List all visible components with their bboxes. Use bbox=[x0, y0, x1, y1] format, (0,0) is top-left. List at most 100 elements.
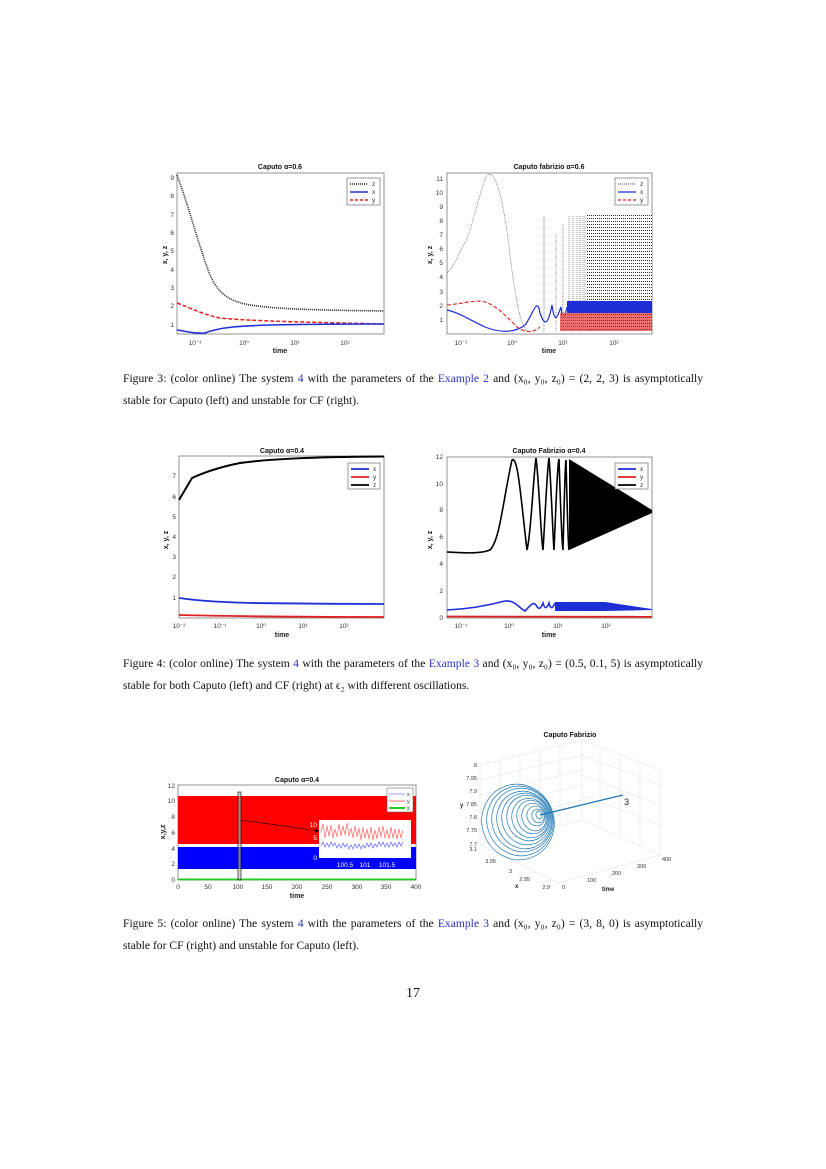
figure-4-caption: Figure 4: (color online) The system 4 wi… bbox=[123, 657, 703, 692]
example-ref-link[interactable]: Example 3 bbox=[437, 917, 489, 930]
y-axis-label: x, y, z bbox=[427, 245, 434, 264]
svg-text:3.05: 3.05 bbox=[485, 859, 496, 865]
svg-text:3: 3 bbox=[509, 869, 512, 875]
x-axis-label: time bbox=[290, 893, 305, 900]
figure-5-caption: Figure 5: (color online) The system 4 wi… bbox=[123, 917, 703, 952]
svg-text:150: 150 bbox=[262, 884, 273, 891]
svg-text:10¹: 10¹ bbox=[558, 340, 568, 347]
chart-title: Caputo α=0.4 bbox=[275, 777, 319, 784]
svg-text:1: 1 bbox=[172, 595, 176, 602]
svg-text:0: 0 bbox=[171, 877, 175, 884]
x-axis-label: time bbox=[542, 348, 557, 355]
svg-text:100.5: 100.5 bbox=[337, 862, 354, 869]
svg-text:6: 6 bbox=[439, 534, 443, 541]
svg-text:7: 7 bbox=[172, 473, 176, 480]
svg-text:8: 8 bbox=[474, 763, 477, 769]
svg-text:4: 4 bbox=[170, 267, 174, 274]
svg-text:7: 7 bbox=[170, 212, 174, 219]
svg-text:10¹: 10¹ bbox=[553, 623, 563, 630]
svg-text:11: 11 bbox=[436, 176, 443, 183]
svg-text:0: 0 bbox=[176, 884, 180, 891]
svg-text:7.95: 7.95 bbox=[466, 776, 477, 782]
svg-text:10: 10 bbox=[168, 798, 176, 805]
x-axis-label: x bbox=[515, 884, 519, 890]
svg-text:8: 8 bbox=[171, 814, 175, 821]
svg-text:200: 200 bbox=[612, 871, 621, 877]
svg-text:10²: 10² bbox=[340, 340, 350, 347]
svg-text:10⁻¹: 10⁻¹ bbox=[455, 340, 469, 347]
svg-text:50: 50 bbox=[204, 884, 212, 891]
svg-text:6: 6 bbox=[439, 246, 443, 253]
svg-text:0: 0 bbox=[439, 615, 443, 622]
svg-text:10⁻²: 10⁻² bbox=[173, 623, 187, 630]
example-ref-link[interactable]: Example 2 bbox=[437, 372, 489, 385]
figure-3-right-chart: Caputo fabrizio α=0.6 1 2 3 4 5 6 7 8 9 10 11 10⁻… bbox=[415, 155, 665, 355]
x-axis-label: time bbox=[275, 632, 290, 639]
svg-text:100: 100 bbox=[587, 878, 596, 884]
y-axis-label: y bbox=[460, 803, 464, 809]
svg-text:10: 10 bbox=[310, 822, 318, 829]
svg-text:10²: 10² bbox=[609, 340, 619, 347]
svg-text:7.75: 7.75 bbox=[466, 828, 477, 834]
chart-title: Caputo α=0.4 bbox=[260, 448, 304, 455]
figure-4-right-chart: Caputo Fabrizio α=0.4 0 2 4 6 8 10 12 10⁻¹ 10⁰… bbox=[415, 440, 665, 640]
system-ref-link[interactable]: 4 bbox=[297, 917, 304, 930]
svg-text:3.1: 3.1 bbox=[469, 847, 477, 853]
svg-text:12: 12 bbox=[436, 454, 444, 461]
svg-text:10⁰: 10⁰ bbox=[256, 623, 266, 630]
svg-text:2: 2 bbox=[439, 588, 443, 595]
svg-text:3: 3 bbox=[170, 285, 174, 292]
svg-text:10: 10 bbox=[436, 481, 444, 488]
svg-text:10: 10 bbox=[436, 190, 444, 197]
svg-text:8: 8 bbox=[439, 507, 443, 514]
svg-text:2: 2 bbox=[170, 303, 174, 310]
svg-text:x: x bbox=[373, 466, 377, 473]
y-axis-label: x,y,z bbox=[160, 824, 167, 839]
point-annotation: 3 bbox=[624, 797, 629, 807]
svg-text:z: z bbox=[407, 806, 410, 812]
svg-text:10⁰: 10⁰ bbox=[507, 340, 517, 347]
svg-text:9: 9 bbox=[439, 204, 443, 211]
legend: x y z bbox=[614, 462, 649, 490]
svg-text:2.9: 2.9 bbox=[542, 885, 550, 891]
chart-title: Caputo fabrizio α=0.6 bbox=[513, 164, 584, 171]
svg-text:2: 2 bbox=[172, 574, 176, 581]
svg-text:200: 200 bbox=[292, 884, 303, 891]
svg-text:6: 6 bbox=[171, 830, 175, 837]
z-axis-label: time bbox=[602, 887, 615, 893]
svg-text:y: y bbox=[372, 197, 376, 204]
x-axis-label: time bbox=[273, 348, 288, 355]
svg-text:2: 2 bbox=[439, 303, 443, 310]
figure-3-caption: Figure 3: (color online) The system 4 wi… bbox=[123, 372, 703, 407]
svg-text:10⁻¹: 10⁻¹ bbox=[455, 623, 469, 630]
svg-text:12: 12 bbox=[168, 783, 176, 790]
svg-text:10⁰: 10⁰ bbox=[504, 623, 514, 630]
svg-text:101.5: 101.5 bbox=[379, 862, 396, 869]
svg-text:x: x bbox=[640, 189, 644, 196]
svg-text:5: 5 bbox=[172, 514, 176, 521]
svg-text:0: 0 bbox=[562, 885, 565, 891]
svg-text:10⁰: 10⁰ bbox=[239, 340, 249, 347]
svg-text:4: 4 bbox=[171, 846, 175, 853]
svg-text:1: 1 bbox=[439, 317, 443, 324]
page-number: 17 bbox=[406, 986, 420, 1001]
y-axis-label: x, y, z bbox=[427, 530, 434, 549]
svg-text:4: 4 bbox=[439, 274, 443, 281]
chart-title: Caputo α=0.6 bbox=[258, 164, 302, 171]
svg-text:9: 9 bbox=[170, 175, 174, 182]
system-ref-link[interactable]: 4 bbox=[293, 657, 299, 670]
legend: z x y bbox=[614, 177, 649, 206]
figure-5-right-chart: Caputo Fabrizio 8 7.95 7.9 7.85 7.8 7.75… bbox=[450, 725, 690, 905]
svg-text:2: 2 bbox=[171, 861, 175, 868]
chart-title: Caputo Fabrizio bbox=[544, 732, 597, 739]
x-axis-label: time bbox=[542, 632, 557, 639]
svg-text:0: 0 bbox=[313, 855, 317, 862]
example-ref-link[interactable]: Example 3 bbox=[428, 657, 480, 670]
zoom-inset: 10 5 0 100.5 101 101.5 bbox=[310, 820, 411, 869]
svg-text:x: x bbox=[407, 792, 410, 798]
svg-text:y: y bbox=[373, 474, 377, 481]
system-ref-link[interactable]: 4 bbox=[297, 372, 304, 385]
svg-text:z: z bbox=[640, 181, 643, 188]
